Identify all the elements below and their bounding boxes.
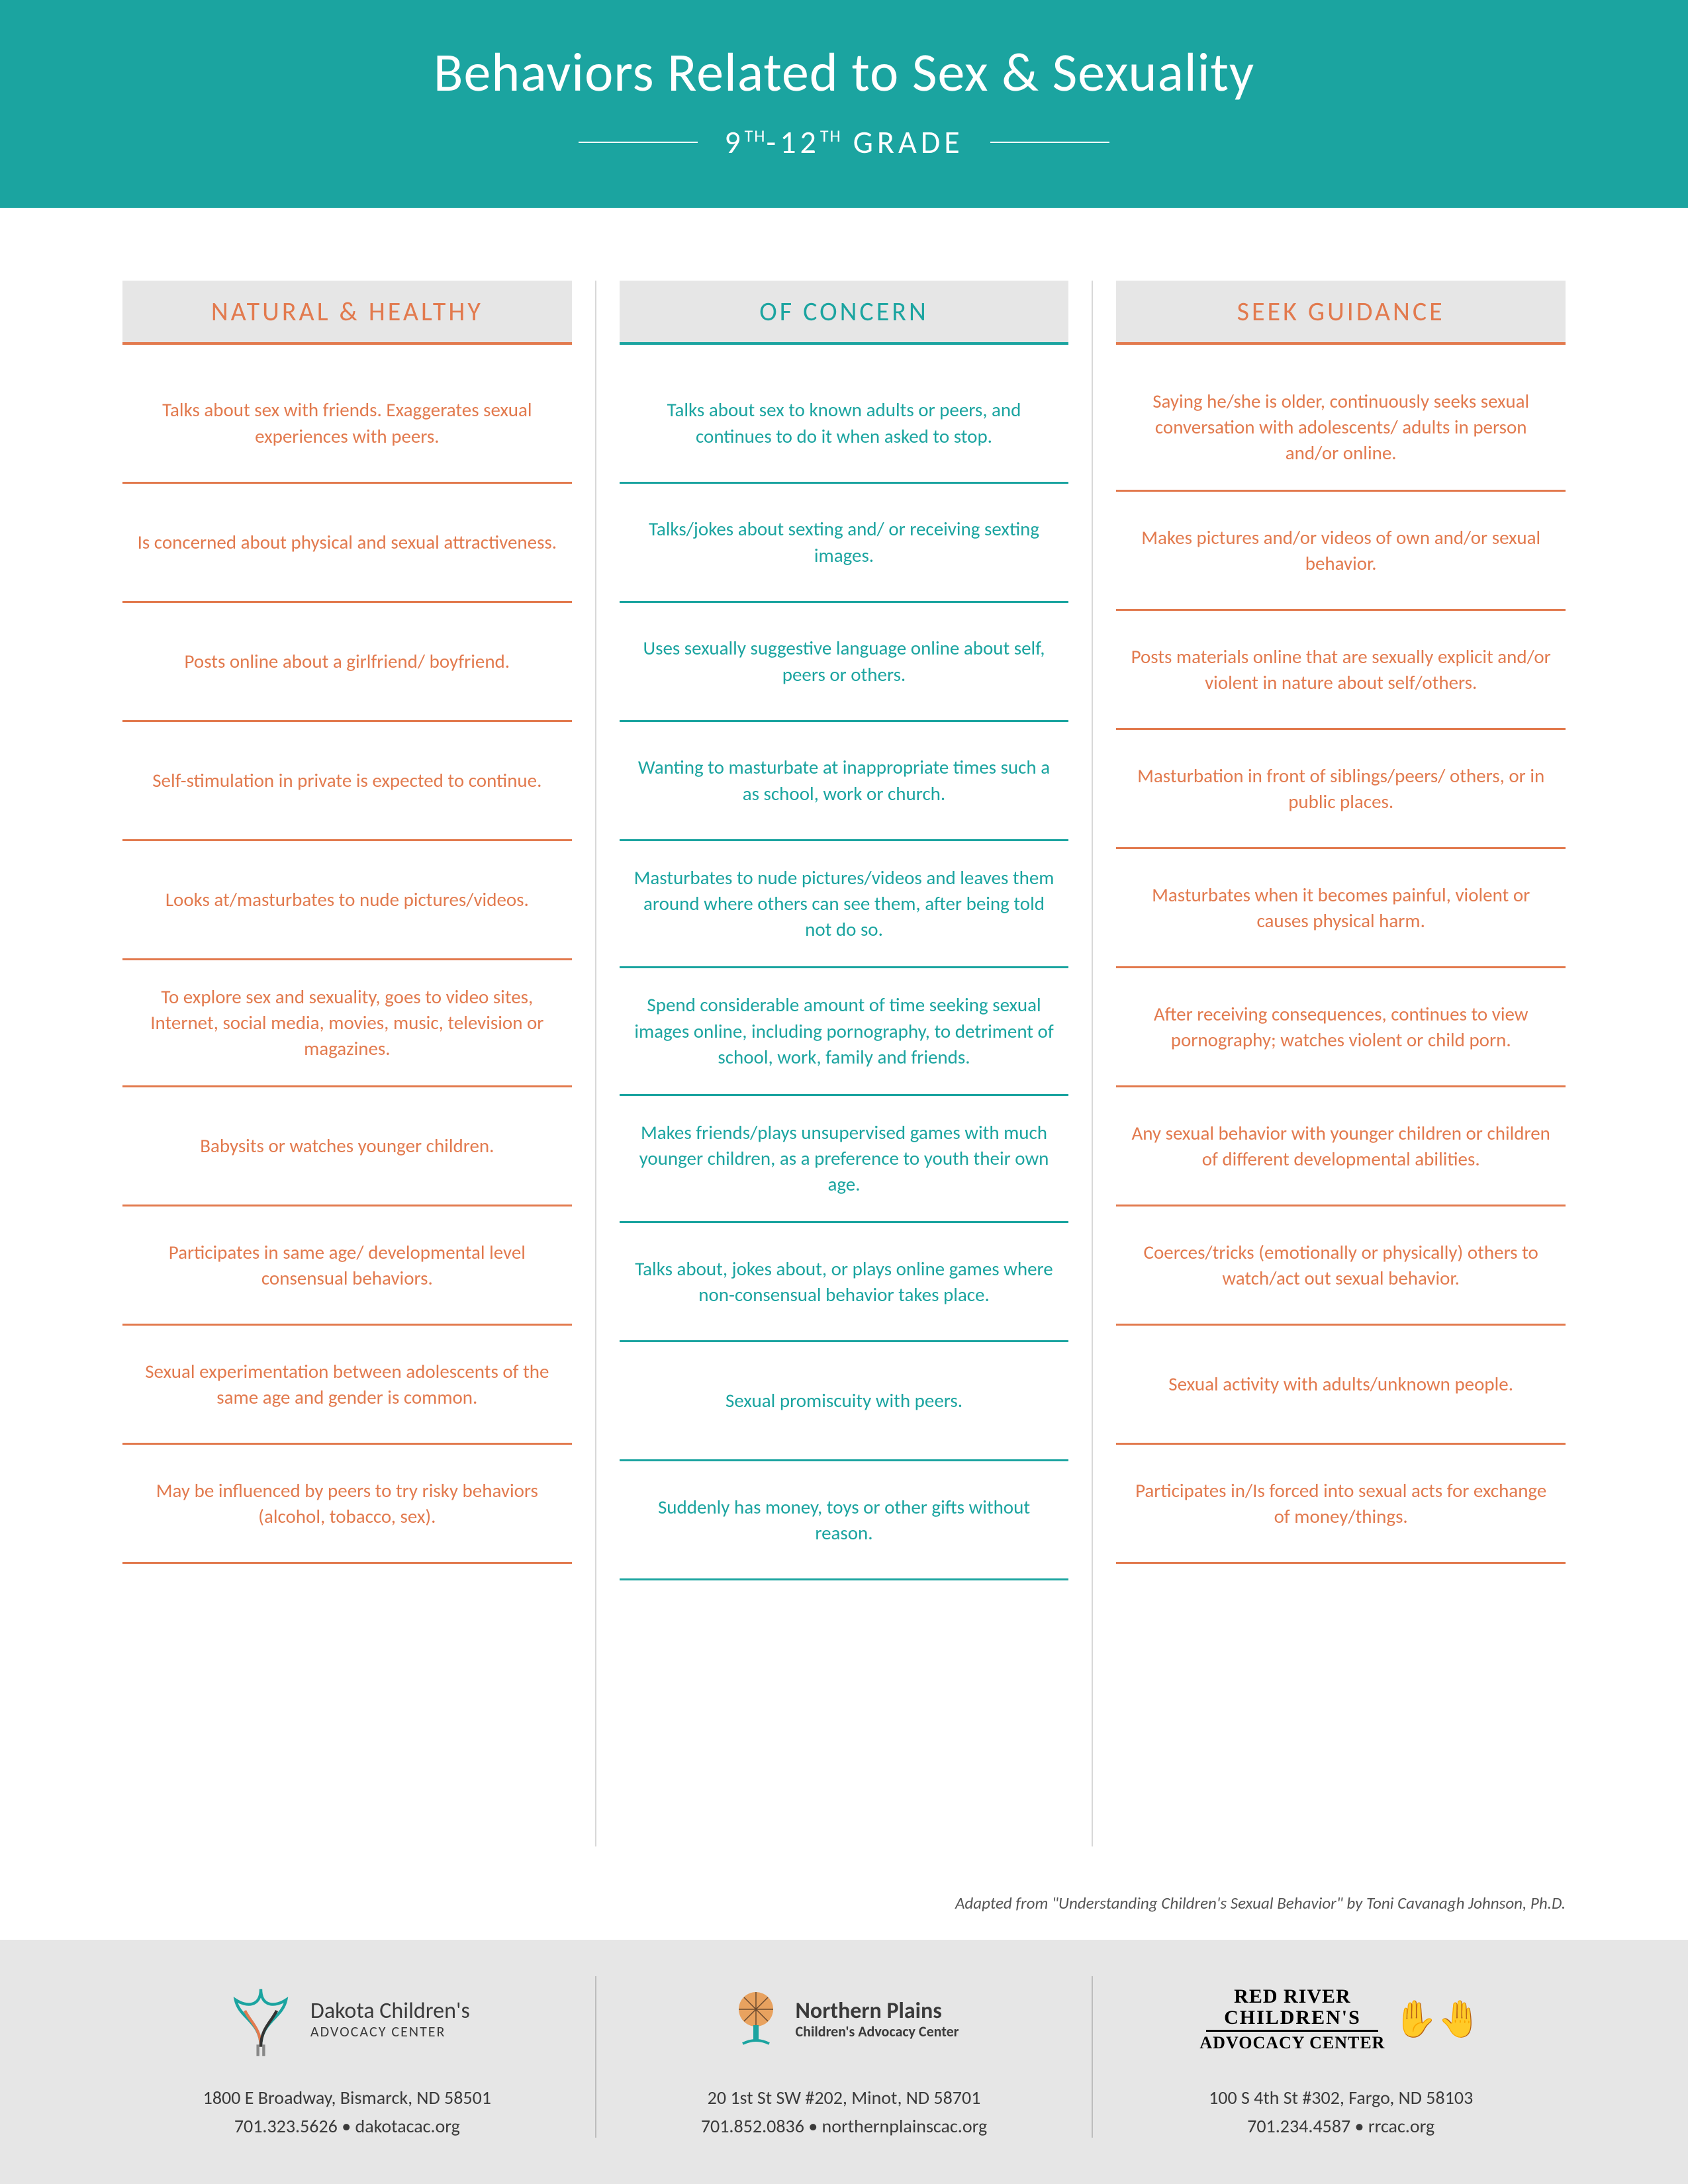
column-concern: OF CONCERN Talks about sex to known adult… [595,281,1092,1846]
dakota-phone: 701.323.5626 [234,2115,338,2138]
sub-mid: -12 [767,122,820,161]
hands-icon: ✋🤚 [1393,1997,1482,2041]
list-item: Sexual activity with adults/unknown peop… [1116,1326,1566,1445]
page-subtitle: 9TH-12TH GRADE [724,122,963,161]
list-item: Babysits or watches younger children. [122,1087,572,1206]
list-item: After receiving consequences, continues … [1116,968,1566,1087]
list-item: Talks about, jokes about, or plays onlin… [620,1223,1069,1342]
list-item: Any sexual behavior with younger childre… [1116,1087,1566,1206]
list-item: Masturbates when it becomes painful, vio… [1116,849,1566,968]
sub-mid-sup: TH [820,125,842,146]
org-northern-plains: Northern Plains Children's Advocacy Cent… [595,1976,1092,2138]
column-header-natural: NATURAL & HEALTHY [122,281,572,345]
list-item: Posts online about a girlfriend/ boyfrie… [122,603,572,722]
list-item: Talks/jokes about sexting and/ or receiv… [620,484,1069,603]
np-logo-icon [729,1988,782,2051]
list-item: Saying he/she is older, continuously see… [1116,365,1566,492]
column-natural: NATURAL & HEALTHY Talks about sex with fr… [99,281,595,1846]
dakota-main-name: Dakota Children's [310,1999,470,2023]
rr-address: 100 S 4th St #302, Fargo, ND 58103 [1209,2086,1473,2109]
dakota-sub-name: ADVOCACY CENTER [310,2024,470,2040]
rr-line3: ADVOCACY CENTER [1199,2034,1385,2052]
np-site: northernplainscac.org [822,2115,988,2138]
dakota-logo-icon [224,1978,297,2061]
np-contact: 701.852.0836 • northernplainscac.org [701,2115,987,2138]
rr-name: RED RIVER CHILDREN'S ADVOCACY CENTER [1199,1986,1385,2052]
rr-phone: 701.234.4587 [1247,2115,1350,2138]
np-phone: 701.852.0836 [701,2115,804,2138]
rr-rule [1206,2030,1378,2032]
page-header: Behaviors Related to Sex & Sexuality 9TH… [0,0,1688,208]
list-item: Sexual promiscuity with peers. [620,1342,1069,1461]
np-sub-name: Children's Advocacy Center [796,2024,959,2040]
sub-pre-sup: TH [745,125,767,146]
list-item: Talks about sex to known adults or peers… [620,365,1069,484]
np-main-name: Northern Plains [796,1999,959,2023]
dakota-name: Dakota Children's ADVOCACY CENTER [310,1999,470,2040]
logo-dakota-row: Dakota Children's ADVOCACY CENTER [224,1976,470,2062]
org-red-river: RED RIVER CHILDREN'S ADVOCACY CENTER ✋🤚 … [1092,1976,1589,2138]
list-item: May be influenced by peers to try risky … [122,1445,572,1564]
column-header-concern: OF CONCERN [620,281,1069,345]
sub-post: GRADE [842,122,964,161]
list-item: Looks at/masturbates to nude pictures/vi… [122,841,572,960]
dakota-address: 1800 E Broadway, Bismarck, ND 58501 [203,2086,491,2109]
list-item: Uses sexually suggestive language online… [620,603,1069,722]
rr-site: rrcac.org [1368,2115,1434,2138]
rr-line1: RED RIVER [1199,1986,1385,2007]
column-seek: SEEK GUIDANCE Saying he/she is older, con… [1092,281,1589,1846]
rule-right [990,142,1109,143]
list-item: Sexual experimentation between adolescen… [122,1326,572,1445]
page-title: Behaviors Related to Sex & Sexuality [0,40,1688,106]
list-item: To explore sex and sexuality, goes to vi… [122,960,572,1087]
list-item: Wanting to masturbate at inappropriate t… [620,722,1069,841]
logo-np-row: Northern Plains Children's Advocacy Cent… [729,1976,959,2062]
logo-rr-row: RED RIVER CHILDREN'S ADVOCACY CENTER ✋🤚 [1199,1976,1482,2062]
rr-contact: 701.234.4587 • rrcac.org [1247,2115,1434,2138]
list-item: Masturbation in front of siblings/peers/… [1116,730,1566,849]
np-name: Northern Plains Children's Advocacy Cent… [796,1999,959,2040]
org-dakota: Dakota Children's ADVOCACY CENTER 1800 E… [99,1976,595,2138]
list-item: Participates in/Is forced into sexual ac… [1116,1445,1566,1564]
dakota-site: dakotacac.org [355,2115,459,2138]
sub-pre: 9 [724,122,744,161]
dakota-contact: 701.323.5626 • dakotacac.org [234,2115,460,2138]
list-item: Is concerned about physical and sexual a… [122,484,572,603]
list-item: Makes pictures and/or videos of own and/… [1116,492,1566,611]
list-item: Spend considerable amount of time seekin… [620,968,1069,1095]
rule-left [579,142,698,143]
list-item: Posts materials online that are sexually… [1116,611,1566,730]
np-address: 20 1st St SW #202, Minot, ND 58701 [708,2086,981,2109]
columns-container: NATURAL & HEALTHY Talks about sex with fr… [0,208,1688,1886]
list-item: Makes friends/plays unsupervised games w… [620,1096,1069,1223]
attribution-text: Adapted from "Understanding Children's S… [0,1886,1688,1940]
subtitle-row: 9TH-12TH GRADE [0,122,1688,161]
list-item: Talks about sex with friends. Exaggerate… [122,365,572,484]
column-header-seek: SEEK GUIDANCE [1116,281,1566,345]
rr-line2: CHILDREN'S [1199,2007,1385,2028]
footer: Dakota Children's ADVOCACY CENTER 1800 E… [0,1940,1688,2184]
list-item: Participates in same age/ developmental … [122,1206,572,1326]
list-item: Suddenly has money, toys or other gifts … [620,1461,1069,1580]
list-item: Self-stimulation in private is expected … [122,722,572,841]
list-item: Coerces/tricks (emotionally or physicall… [1116,1206,1566,1326]
list-item: Masturbates to nude pictures/videos and … [620,841,1069,968]
